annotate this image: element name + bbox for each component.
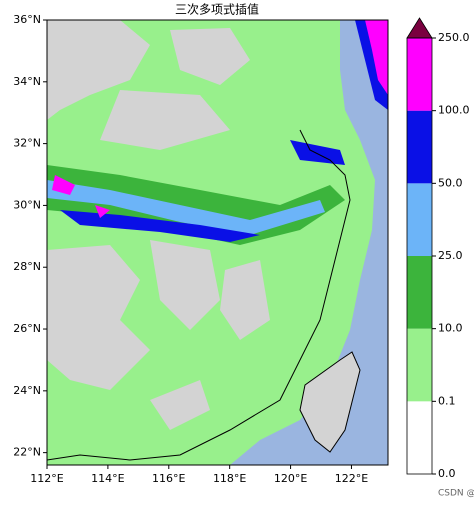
y-tick-label: 34°N bbox=[13, 75, 41, 88]
chart-title: 三次多项式插值 bbox=[175, 2, 259, 17]
land-grey bbox=[47, 240, 270, 430]
x-tick-label: 120°E bbox=[274, 472, 307, 485]
rain-peak bbox=[52, 175, 110, 218]
x-tick-label: 114°E bbox=[91, 472, 124, 485]
coastline bbox=[47, 129, 351, 461]
colorbar-tick-label: 10.0 bbox=[438, 322, 463, 335]
colorbar-tick-label: 0.0 bbox=[438, 467, 456, 480]
y-tick-label: 32°N bbox=[13, 137, 41, 150]
colorbar-tick-label: 0.1 bbox=[438, 394, 456, 407]
x-tick-label: 112°E bbox=[30, 472, 63, 485]
y-tick-label: 36°N bbox=[13, 13, 41, 26]
x-tick-label: 116°E bbox=[152, 472, 185, 485]
y-tick-label: 22°N bbox=[13, 446, 41, 459]
rain-core bbox=[60, 140, 345, 242]
map-frame bbox=[46, 19, 389, 466]
colorbar-segment bbox=[407, 256, 432, 329]
land-grey bbox=[47, 20, 250, 150]
rain-band bbox=[47, 180, 325, 235]
y-tick-label: 26°N bbox=[13, 322, 41, 335]
map bbox=[47, 20, 388, 465]
colorbar-segment bbox=[407, 183, 432, 256]
colorbar-tick-label: 100.0 bbox=[438, 104, 470, 117]
y-tick-label: 28°N bbox=[13, 260, 41, 273]
colorbar-segment bbox=[407, 401, 432, 474]
y-tick-label: 30°N bbox=[13, 198, 41, 211]
x-tick-label: 118°E bbox=[213, 472, 246, 485]
y-tick-label: 24°N bbox=[13, 384, 41, 397]
colorbar-tick-label: 25.0 bbox=[438, 249, 463, 262]
colorbar-segment bbox=[407, 110, 432, 184]
rain-peak bbox=[365, 20, 388, 95]
coastal-band bbox=[180, 20, 388, 465]
island bbox=[299, 351, 361, 453]
watermark: CSDN @钇铼 bbox=[438, 487, 474, 499]
colorbar-segment bbox=[407, 38, 432, 111]
colorbar-segment bbox=[407, 328, 432, 402]
colorbar-extend bbox=[406, 17, 433, 39]
colorbar-tick-label: 250.0 bbox=[438, 31, 470, 44]
colorbar-tick-label: 50.0 bbox=[438, 176, 463, 189]
x-tick-label: 122°E bbox=[335, 472, 368, 485]
